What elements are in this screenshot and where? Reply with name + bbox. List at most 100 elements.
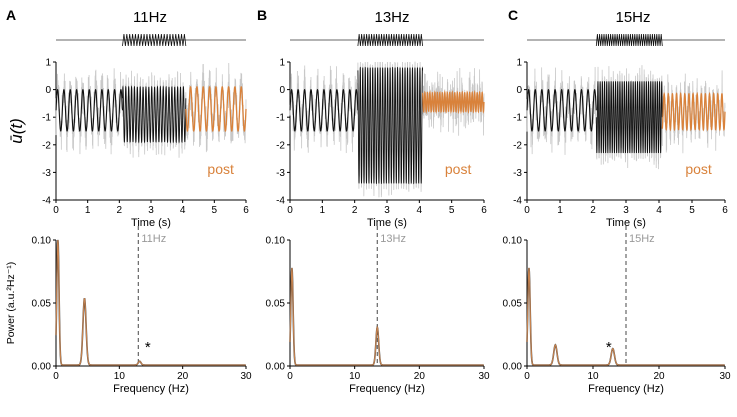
y-tick-label: 1 — [279, 58, 285, 69]
y-tick-label: 0.10 — [32, 236, 52, 247]
time-series-chart: 0 1 2 3 4 5 6 -4 -3 -2 -1 0 1 Time (s) post — [276, 33, 487, 229]
x-tick-label: 20 — [414, 371, 426, 382]
x-tick-label: 5 — [689, 205, 695, 216]
panel-title: 11Hz — [133, 9, 167, 26]
y-tick-label: -2 — [42, 140, 51, 151]
panel-title: 13Hz — [374, 9, 409, 26]
x-tick-label: 10 — [114, 371, 126, 382]
time-series-chart: 0 1 2 3 4 5 6 -4 -3 -2 -1 0 1 Time (s) post ū(t) — [7, 33, 249, 229]
y-tick-label: 0.00 — [503, 362, 523, 373]
y-tick-label: -3 — [513, 168, 522, 179]
y-tick-label: 0 — [45, 85, 51, 96]
x-tick-label: 1 — [85, 205, 91, 216]
x-tick-label: 1 — [557, 205, 563, 216]
x-axis-label: Frequency (Hz) — [588, 383, 664, 395]
x-tick-label: 1 — [320, 205, 326, 216]
x-tick-label: 30 — [719, 371, 731, 382]
post-label: post — [207, 161, 234, 177]
pre-stim-trace — [289, 89, 359, 132]
spectrum-curve — [289, 267, 484, 366]
power-spectrum-chart: 0 10 20 30 0.00 0.05 0.10 Frequency (Hz) 15Hz * — [503, 226, 731, 395]
spectrum-curve — [55, 239, 246, 366]
x-tick-label: 20 — [177, 371, 189, 382]
x-axis-label: Frequency (Hz) — [349, 383, 425, 395]
frequency-marker-label: 11Hz — [141, 233, 166, 245]
x-tick-label: 0 — [287, 371, 293, 382]
x-tick-label: 4 — [180, 205, 186, 216]
power-y-axis-label: Power (a.u.²Hz⁻¹) — [5, 262, 17, 345]
spectrum-curve — [526, 267, 725, 366]
x-axis-label: Time (s) — [606, 217, 646, 229]
y-tick-label: -3 — [42, 168, 51, 179]
x-tick-label: 30 — [240, 371, 252, 382]
x-tick-label: 0 — [524, 371, 530, 382]
panel-letter: C — [508, 7, 518, 23]
post-stim-trace — [661, 91, 726, 132]
x-axis-label: Frequency (Hz) — [113, 383, 189, 395]
x-tick-label: 4 — [656, 205, 662, 216]
y-tick-label: -2 — [276, 140, 285, 151]
frequency-marker-label: 13Hz — [380, 233, 406, 245]
y-tick-label: 0.10 — [266, 236, 286, 247]
x-tick-label: 10 — [349, 371, 361, 382]
y-tick-label: -1 — [513, 113, 522, 124]
x-tick-label: 2 — [590, 205, 596, 216]
stimulus-train — [357, 33, 423, 47]
x-tick-label: 20 — [653, 371, 665, 382]
x-tick-label: 3 — [623, 205, 629, 216]
stimulus-train — [595, 33, 663, 47]
post-label: post — [685, 161, 712, 177]
x-tick-label: 6 — [481, 205, 487, 216]
x-tick-label: 0 — [287, 205, 293, 216]
x-tick-label: 30 — [478, 371, 490, 382]
significance-asterisk: * — [606, 339, 612, 356]
spectrum-curve-dark — [289, 267, 484, 366]
x-tick-label: 0 — [524, 205, 530, 216]
x-tick-label: 0 — [53, 205, 59, 216]
panel-title: 15Hz — [615, 9, 650, 26]
y-tick-label: -1 — [276, 113, 285, 124]
x-tick-label: 4 — [417, 205, 423, 216]
panel-letter: A — [6, 7, 16, 23]
power-spectrum-chart: 0 10 20 30 0.00 0.05 0.10 Frequency (Hz) 11Hz * Po… — [5, 226, 252, 395]
y-tick-label: -4 — [513, 196, 522, 207]
y-tick-label: 0.00 — [32, 362, 52, 373]
x-tick-label: 0 — [53, 371, 59, 382]
y-tick-label: 0.05 — [266, 299, 286, 310]
x-tick-label: 2 — [352, 205, 358, 216]
x-tick-label: 2 — [117, 205, 123, 216]
panel-c: C 15Hz 0 1 2 3 4 5 6 -4 -3 -2 -1 0 1 Time (s) post 0 10 20 3… — [503, 7, 731, 395]
y-tick-label: 1 — [516, 58, 522, 69]
y-tick-label: -1 — [42, 113, 51, 124]
y-tick-label: 0.05 — [32, 299, 52, 310]
x-tick-label: 5 — [212, 205, 218, 216]
y-tick-label: 1 — [45, 58, 51, 69]
x-axis-label: Time (s) — [131, 217, 171, 229]
y-tick-label: 0.05 — [503, 299, 523, 310]
stim-trace — [122, 85, 187, 144]
x-tick-label: 6 — [722, 205, 728, 216]
time-y-axis-label: ū(t) — [7, 118, 26, 144]
panel-b: B 13Hz 0 1 2 3 4 5 6 -4 -3 -2 -1 0 1 Time (s) post 0 10 20 3… — [257, 7, 490, 395]
x-tick-label: 6 — [243, 205, 249, 216]
post-label: post — [445, 161, 472, 177]
pre-stim-trace — [55, 89, 124, 132]
time-series-chart: 0 1 2 3 4 5 6 -4 -3 -2 -1 0 1 Time (s) post — [513, 33, 728, 229]
x-tick-label: 3 — [384, 205, 390, 216]
y-tick-label: -3 — [276, 168, 285, 179]
y-tick-label: -4 — [42, 196, 51, 207]
post-stim-trace — [185, 86, 247, 132]
y-tick-label: -2 — [513, 140, 522, 151]
x-tick-label: 3 — [148, 205, 154, 216]
y-tick-label: 0 — [516, 85, 522, 96]
frequency-marker-label: 15Hz — [629, 233, 655, 245]
power-spectrum-chart: 0 10 20 30 0.00 0.05 0.10 Frequency (Hz) 13Hz — [266, 226, 490, 395]
panel-a: A 11Hz 0 1 2 3 4 5 6 -4 -3 -2 -1 0 1 Time (s) post ū(t) 0 1… — [5, 7, 252, 395]
y-tick-label: -4 — [276, 196, 285, 207]
significance-asterisk: * — [145, 339, 151, 356]
x-tick-label: 5 — [449, 205, 455, 216]
x-axis-label: Time (s) — [367, 217, 407, 229]
y-tick-label: 0.10 — [503, 236, 523, 247]
stimulus-train — [122, 33, 187, 47]
